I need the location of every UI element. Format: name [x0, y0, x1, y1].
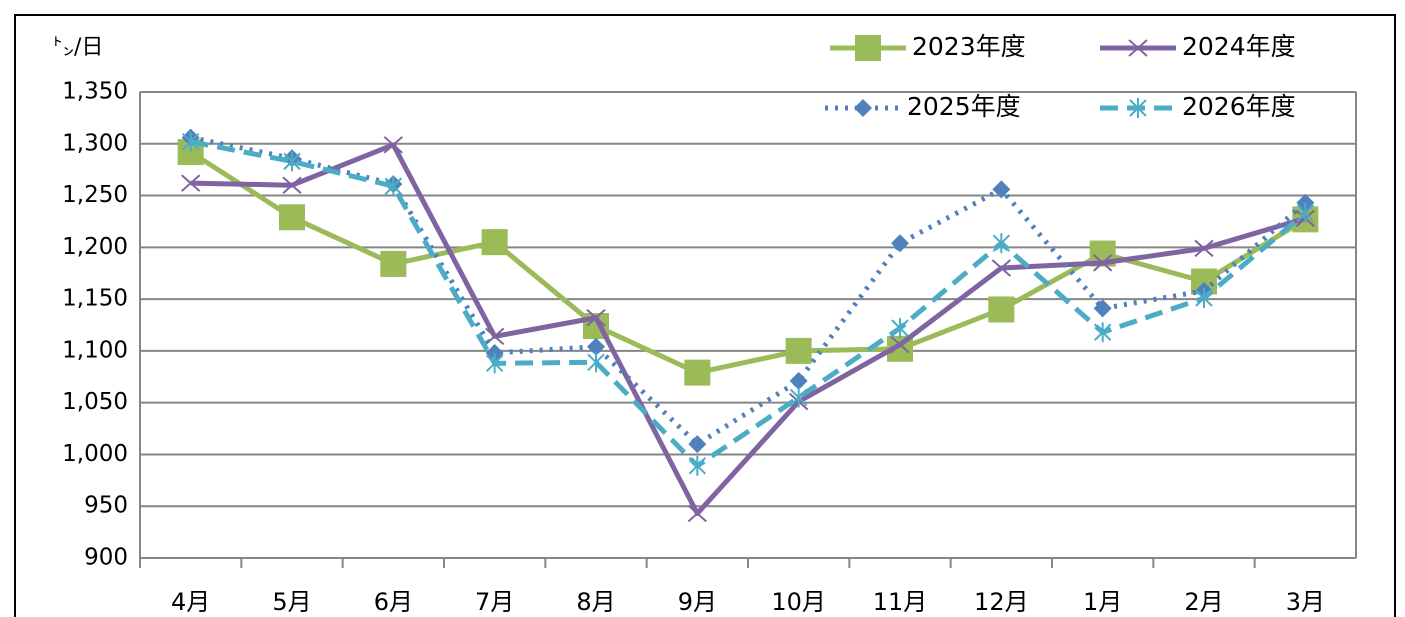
marker	[587, 352, 605, 373]
marker	[785, 337, 812, 364]
marker	[992, 180, 1011, 199]
marker	[687, 504, 707, 523]
marker	[684, 359, 711, 386]
marker	[1093, 299, 1112, 318]
legend-item: 2026年度	[1100, 92, 1296, 121]
marker	[384, 176, 403, 197]
marker	[1129, 98, 1147, 118]
legend-label: 2025年度	[907, 92, 1021, 121]
x-tick-label: 5月	[272, 588, 311, 616]
series-line	[190, 142, 1307, 516]
y-tick-label: 900	[84, 545, 128, 571]
y-tick-label: 950	[84, 493, 128, 519]
chart-frame	[14, 14, 1396, 617]
y-tick-label: 1,350	[62, 79, 128, 105]
marker	[485, 353, 504, 374]
marker	[1128, 39, 1148, 57]
marker	[181, 174, 201, 192]
marker	[380, 250, 407, 277]
marker	[181, 131, 200, 152]
marker	[891, 234, 909, 253]
x-tick-label: 9月	[678, 588, 717, 616]
legend-label: 2024年度	[1182, 32, 1296, 61]
x-tick-label: 6月	[374, 588, 413, 616]
x-tick-label: 11月	[873, 588, 928, 616]
x-tick-label: 2月	[1184, 588, 1223, 616]
marker	[1195, 288, 1213, 309]
marker	[383, 136, 403, 154]
marker	[1093, 322, 1112, 343]
marker	[688, 435, 707, 454]
legend-item: 2025年度	[825, 92, 1021, 121]
marker	[789, 387, 808, 408]
legend-label: 2023年度	[912, 32, 1026, 61]
marker	[789, 371, 808, 390]
legend-item: 2023年度	[830, 32, 1026, 61]
marker	[891, 318, 909, 339]
x-tick-label: 7月	[475, 588, 514, 616]
marker	[992, 233, 1011, 254]
marker	[1093, 254, 1113, 272]
y-tick-label: 1,150	[62, 286, 128, 312]
series-line	[190, 139, 1307, 469]
x-tick-label: 10月	[771, 588, 826, 616]
marker	[587, 337, 605, 356]
marker	[988, 296, 1015, 323]
x-tick-label: 4月	[171, 588, 210, 616]
legend-item: 2024年度	[1100, 32, 1296, 61]
x-tick-label: 3月	[1286, 588, 1325, 616]
y-tick-label: 1,100	[62, 337, 128, 363]
x-tick-label: 8月	[576, 588, 615, 616]
y-tick-label: 1,200	[62, 234, 128, 260]
marker	[1296, 203, 1315, 224]
marker	[854, 99, 872, 117]
y-tick-label: 1,300	[62, 130, 128, 156]
marker	[890, 335, 910, 354]
marker	[481, 229, 508, 256]
y-tick-label: 1,050	[62, 389, 128, 415]
marker	[991, 259, 1011, 277]
x-tick-label: 12月	[974, 588, 1029, 616]
y-tick-label: 1,000	[62, 441, 128, 467]
y-unit: ㌧/日	[52, 35, 103, 60]
x-tick-label: 1月	[1083, 588, 1122, 616]
marker	[586, 309, 606, 327]
marker	[855, 35, 881, 61]
marker	[282, 176, 302, 194]
marker	[283, 151, 301, 172]
marker	[688, 455, 707, 476]
legend-label: 2026年度	[1182, 92, 1296, 121]
marker	[279, 204, 305, 231]
marker	[1194, 239, 1214, 258]
y-tick-label: 1,250	[62, 182, 128, 208]
